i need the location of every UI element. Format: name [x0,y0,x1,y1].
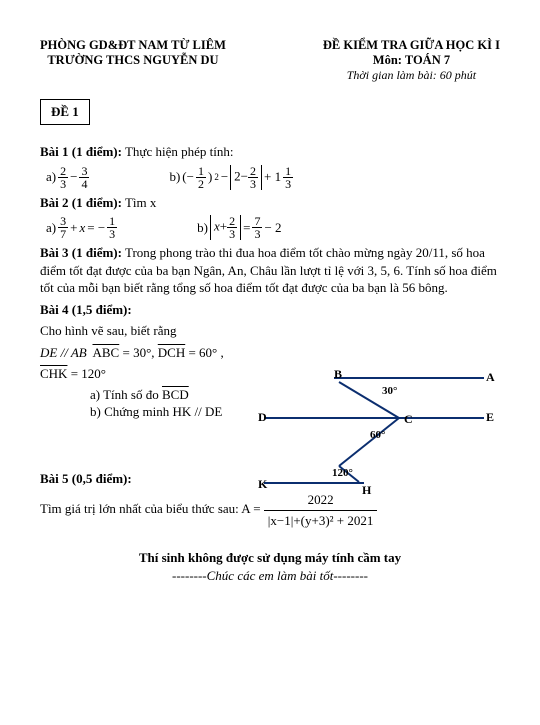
frac-1-3: 13 [283,165,293,190]
bai2-b: b) x+23 = 73 − 2 [197,215,281,240]
frac-1-3b: 13 [107,215,117,240]
school-text: TRƯỜNG THCS NGUYỄN DU [40,53,226,68]
header-right: ĐỀ KIỂM TRA GIỮA HỌC KÌ I Môn: TOÁN 7 Th… [323,38,500,83]
angle-60: 60° [370,429,385,441]
bai2-a-label: a) [46,220,56,236]
label-E: E [486,410,494,424]
label-K: K [258,477,268,491]
arc-dch: DCH [158,345,185,360]
label-D: D [258,410,267,424]
footer-line1: Thí sinh không được sử dụng máy tính cầm… [40,550,500,566]
arc-abc: ABC [93,345,120,360]
bai4-sub-b: b) Chứng minh HK // DE [90,404,270,420]
subject-text: Môn: TOÁN 7 [323,53,500,68]
bai4-subs: a) Tính số đo BCD b) Chứng minh HK // DE [90,387,270,420]
bai1-row: a) 23 − 34 b) (−12)2 − 2−23 + 113 [46,165,500,190]
arc-bcd: BCD [162,387,189,402]
label-H: H [362,483,372,497]
footer-line2: --------Chúc các em làm bài tốt-------- [40,568,500,584]
bai4-line2: DE // AB ABC = 30°, DCH = 60° , [40,344,270,362]
frac-3-4: 34 [79,165,89,190]
bai5-den: |x−1|+(y+3)² + 2021 [264,511,378,530]
arc-chk: CHK [40,366,67,381]
frac-2-3: 23 [58,165,68,190]
exam-title: ĐỀ KIỂM TRA GIỮA HỌC KÌ I [323,38,500,53]
label-C: C [404,412,413,426]
bai2-heading: Bài 2 (1 điểm): Tìm x [40,194,500,212]
geometry-diagram: B A D C E K H 30° 60° 120° [254,368,504,508]
frac-3-7: 37 [58,215,68,240]
label-B: B [334,368,342,381]
bai1-title: Bài 1 (1 điểm): [40,144,122,159]
bai2-title: Bài 2 (1 điểm): [40,195,122,210]
bai1-desc: Thực hiện phép tính: [125,144,234,159]
bai2-a: a) 37 + x = −13 [46,215,117,240]
label-A: A [486,370,495,384]
dept-text: PHÒNG GD&ĐT NAM TỪ LIÊM [40,38,226,53]
header-left: PHÒNG GD&ĐT NAM TỪ LIÊM TRƯỜNG THCS NGUY… [40,38,226,83]
angle-30: 30° [382,385,397,397]
bai1-a: a) 23 − 34 [46,165,89,190]
bai4-line1: Cho hình vẽ sau, biết rằng [40,322,270,340]
bai1-b: b) (−12)2 − 2−23 + 113 [169,165,293,190]
abs-2: x+23 [210,215,241,240]
bai2-desc: Tìm x [125,195,156,210]
time-text: Thời gian làm bài: 60 phút [323,68,500,83]
bai5-text: Tìm giá trị lớn nhất của biểu thức sau: … [40,502,261,517]
bai1-a-label: a) [46,169,56,185]
header: PHÒNG GD&ĐT NAM TỪ LIÊM TRƯỜNG THCS NGUY… [40,38,500,83]
bai3-block: Bài 3 (1 điểm): Trong phong trào thi đua… [40,244,500,297]
bai4-body: Cho hình vẽ sau, biết rằng DE // AB ABC … [40,322,270,420]
bai3-title: Bài 3 (1 điểm): [40,245,122,260]
bai1-heading: Bài 1 (1 điểm): Thực hiện phép tính: [40,143,500,161]
frac-7-3: 73 [252,215,262,240]
bai4-line3: CHK = 120° [40,365,270,383]
frac-1-2: 12 [196,165,206,190]
exam-number-box: ĐỀ 1 [40,99,90,125]
bai2-b-label: b) [197,220,208,236]
angle-120: 120° [332,467,353,479]
bai4-sub-a: a) Tính số đo BCD [90,387,270,403]
bai1-b-label: b) [169,169,180,185]
abs-1: 2−23 [230,165,262,190]
bai4-de-ab: DE // AB [40,345,87,360]
bai2-row: a) 37 + x = −13 b) x+23 = 73 − 2 [46,215,500,240]
bai4-title: Bài 4 (1,5 điểm): [40,301,500,319]
